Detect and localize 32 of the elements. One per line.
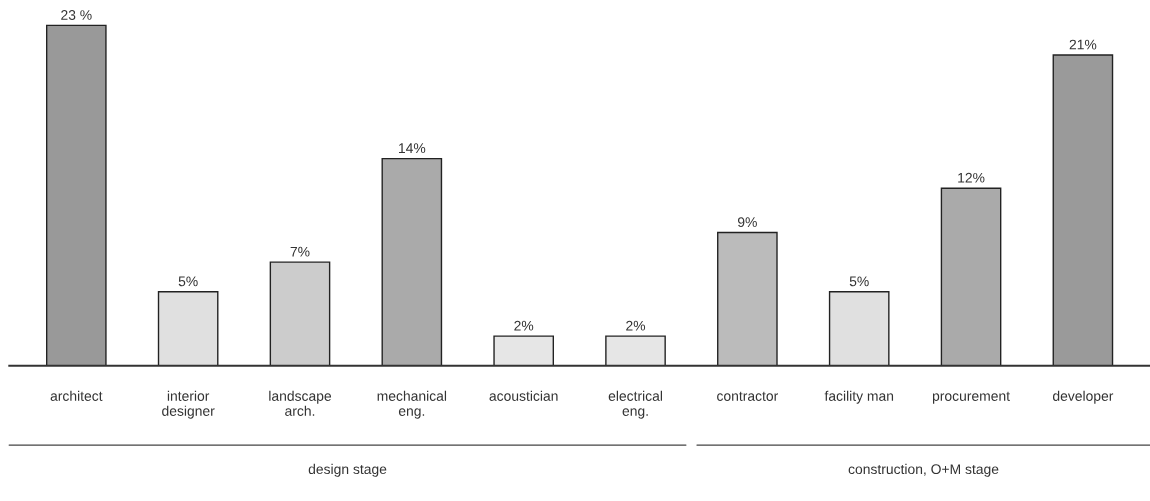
data-label: 9%	[737, 217, 757, 228]
bar	[1052, 54, 1114, 366]
x-tick-label: contractor	[717, 391, 779, 401]
data-label: 2%	[626, 320, 646, 331]
bar	[828, 291, 890, 366]
bar	[493, 335, 555, 366]
data-label: 23 %	[61, 10, 92, 20]
x-tick-label: procurement	[932, 391, 1010, 404]
data-label: 2%	[514, 320, 534, 331]
bar	[157, 291, 219, 366]
data-label: 21%	[1069, 39, 1097, 50]
data-label: 14%	[399, 143, 426, 154]
bar	[605, 335, 666, 366]
data-label: 5%	[849, 276, 869, 287]
bar	[381, 157, 443, 366]
data-label: 5%	[178, 276, 198, 287]
data-label: 7%	[290, 246, 310, 257]
x-tick-label: interior designer	[162, 390, 215, 419]
text: construction, O+M stage	[848, 463, 999, 477]
x-tick-label: acoustician	[489, 390, 558, 401]
bar	[717, 231, 778, 366]
x-tick-label: facility man	[824, 390, 894, 404]
data-label: 12%	[958, 172, 985, 183]
text: design stage	[308, 463, 387, 477]
bar	[45, 24, 107, 366]
x-tick-label: architect	[50, 390, 103, 401]
x-tick-label: landscape arch.	[269, 390, 332, 416]
x-tick-label: developer	[1052, 390, 1114, 404]
bar	[940, 187, 1002, 366]
x-tick-label: mechanical eng.	[377, 390, 447, 419]
bar	[269, 261, 331, 366]
x-tick-label: electrical eng.	[608, 390, 662, 419]
